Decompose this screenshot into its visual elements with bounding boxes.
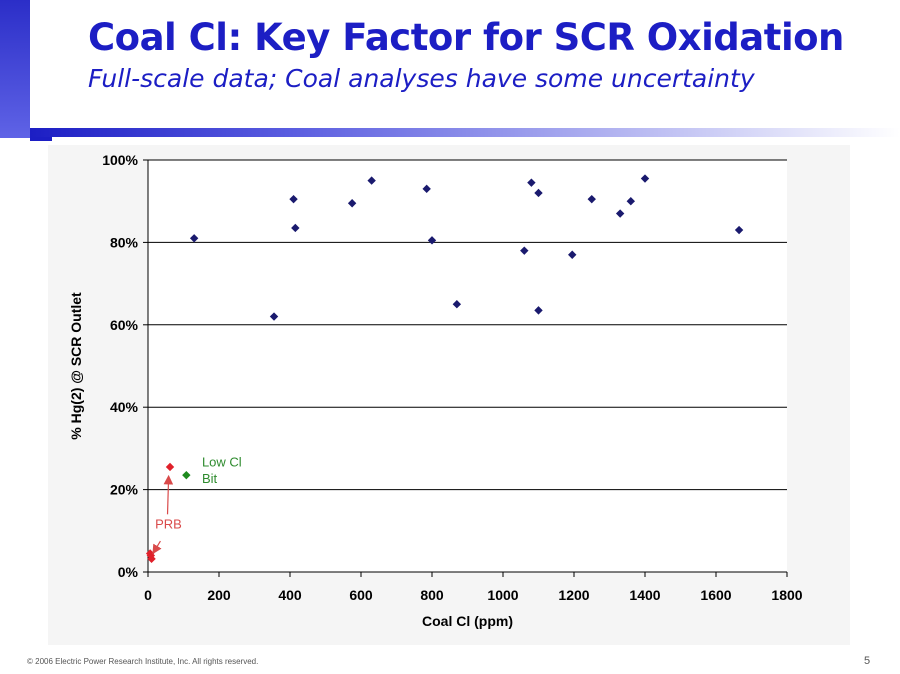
- x-tick-label: 600: [349, 587, 373, 603]
- annotation-prb: PRB: [155, 517, 182, 532]
- x-tick-label: 1000: [487, 587, 518, 603]
- data-point: [452, 300, 462, 309]
- y-tick-label: 60%: [110, 317, 139, 333]
- header-divider: [30, 128, 900, 137]
- copyright-text: © 2006 Electric Power Research Institute…: [27, 657, 259, 666]
- x-tick-label: 1600: [700, 587, 731, 603]
- data-point: [640, 174, 650, 183]
- annotation-prb-arrow-down: [152, 540, 162, 555]
- data-point: [534, 188, 543, 198]
- annotation-prb-arrow-up: [163, 474, 174, 515]
- accent-bar: [0, 0, 30, 138]
- y-tick-label: 100%: [102, 152, 138, 168]
- x-tick-label: 1800: [771, 587, 802, 603]
- data-point: [615, 209, 625, 218]
- annotation-bit: Bit: [202, 471, 218, 486]
- data-point: [626, 197, 635, 206]
- data-point: [422, 184, 431, 194]
- x-tick-label: 0: [144, 587, 152, 603]
- page-number: 5: [864, 655, 871, 667]
- header-divider-notch: [30, 137, 52, 141]
- data-point: [289, 194, 298, 204]
- data-point: [587, 194, 596, 204]
- page-title: Coal Cl: Key Factor for SCR Oxidation: [88, 16, 844, 59]
- x-tick-label: 400: [278, 587, 302, 603]
- data-point: [534, 306, 543, 315]
- y-tick-label: 80%: [110, 234, 139, 250]
- page-subtitle: Full-scale data; Coal analyses have some…: [88, 64, 755, 93]
- y-tick-label: 40%: [110, 399, 139, 415]
- data-point: [527, 178, 536, 187]
- x-tick-label: 200: [207, 587, 231, 603]
- chart-panel: 0% 20% 40% 60% 80% 100% 0 200 400 600 800 1000 1200 1…: [48, 145, 850, 645]
- x-tick-label: 800: [420, 587, 444, 603]
- data-point: [165, 462, 175, 472]
- data-point: [189, 234, 199, 243]
- plot-area: [148, 160, 787, 572]
- data-point: [427, 236, 437, 245]
- data-point: [269, 312, 279, 321]
- x-axis-title: Coal Cl (ppm): [422, 613, 513, 629]
- data-point: [347, 199, 357, 208]
- scatter-chart: 0% 20% 40% 60% 80% 100% 0 200 400 600 800 1000 1200 1…: [68, 152, 803, 629]
- data-point: [291, 223, 300, 233]
- data-point: [734, 225, 744, 235]
- y-tick-label: 0%: [118, 564, 139, 580]
- annotation-low-cl: Low Cl: [202, 455, 242, 470]
- x-tick-label: 1200: [558, 587, 589, 603]
- data-point: [182, 470, 191, 480]
- data-point: [568, 250, 577, 259]
- y-tick-label: 20%: [110, 482, 139, 498]
- x-tick-label: 1400: [629, 587, 660, 603]
- data-point: [367, 176, 376, 185]
- y-axis-title: % Hg(2) @ SCR Outlet: [68, 292, 84, 440]
